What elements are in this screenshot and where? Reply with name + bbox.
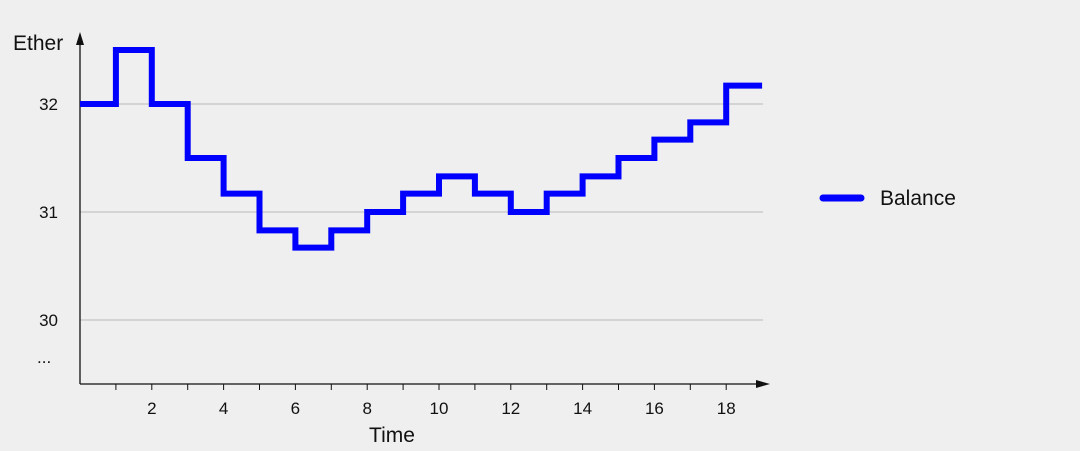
x-tick-label-3: 8 (362, 399, 371, 418)
data-point-1 (114, 49, 117, 52)
y-axis-title: Ether (13, 32, 63, 55)
data-point-10 (438, 175, 441, 178)
x-tick-label-4: 10 (430, 399, 449, 418)
x-tick-label-1: 4 (219, 399, 228, 418)
x-tick-label-8: 18 (717, 399, 736, 418)
legend: Balance (819, 187, 956, 210)
x-tick-label-0: 2 (147, 399, 156, 418)
data-point-0 (79, 103, 82, 106)
data-point-12 (509, 211, 512, 214)
tick-labels: 2 4 6 8 10 12 14 16 18 32 31 30 (39, 95, 736, 418)
legend-label-balance: Balance (880, 187, 956, 210)
series-layer (79, 47, 764, 251)
grid-lines (80, 103, 763, 321)
y-tick-label-1: 31 (39, 203, 58, 222)
data-point-13 (545, 192, 548, 195)
tick-marks (115, 384, 727, 390)
series-line-balance (80, 47, 763, 251)
data-point-14 (581, 175, 584, 178)
data-point-7 (330, 229, 333, 232)
data-point-9 (402, 192, 405, 195)
x-tick-label-2: 6 (291, 399, 300, 418)
y-axis-arrow-icon (76, 32, 84, 45)
data-point-4 (222, 192, 225, 195)
x-axis-arrow-icon (756, 380, 770, 388)
x-tick-label-6: 14 (573, 399, 592, 418)
y-tick-label-0: 32 (39, 95, 58, 114)
x-tick-label-5: 12 (501, 399, 520, 418)
axes (76, 32, 770, 388)
data-point-16 (653, 138, 656, 141)
data-point-19 (761, 84, 764, 87)
data-point-3 (186, 157, 189, 160)
data-point-6 (294, 246, 297, 249)
data-point-17 (689, 121, 692, 124)
data-point-15 (617, 157, 620, 160)
data-point-8 (366, 211, 369, 214)
y-tick-label-2: 30 (39, 311, 58, 330)
data-point-11 (473, 192, 476, 195)
data-point-5 (258, 229, 261, 232)
x-tick-label-7: 16 (645, 399, 664, 418)
data-point-18 (725, 84, 728, 87)
y-axis-break-label: ... (37, 348, 51, 367)
x-axis-title: Time (369, 424, 415, 447)
data-point-2 (150, 103, 153, 106)
